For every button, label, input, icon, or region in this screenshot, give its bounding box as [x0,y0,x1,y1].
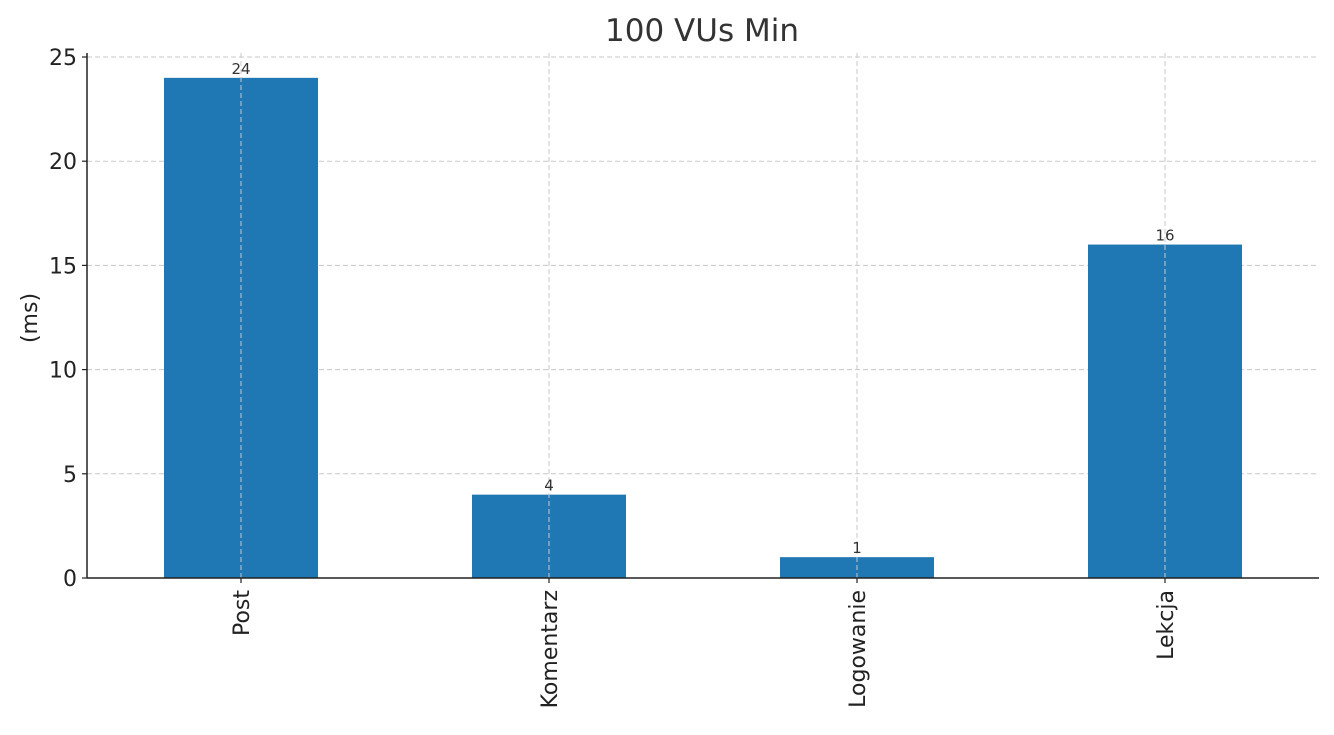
bar-value-label: 24 [231,60,250,78]
y-tick-label: 25 [49,46,77,71]
y-axis-label: (ms) [18,293,43,343]
x-tick-label: Logowanie [846,590,871,708]
bar [1088,244,1242,578]
bar-value-label: 1 [852,539,862,557]
y-tick-label: 5 [63,463,77,488]
x-tick-label: Komentarz [538,590,563,708]
bar-value-label: 4 [544,477,554,495]
y-tick-label: 20 [49,150,77,175]
bar-value-label: 16 [1155,227,1174,245]
y-tick-label: 10 [49,359,77,384]
ticks: 0 5 10 15 20 25 Post Komentarz Logowanie Lekcja [49,46,1179,708]
chart-title: 100 VUs Min [605,13,799,49]
x-tick-label: Post [230,590,255,636]
vertical-grid-lines [240,53,1166,578]
y-tick-label: 15 [49,254,77,279]
y-tick-label: 0 [63,567,77,592]
axes [86,53,1319,579]
bars [164,77,1242,578]
x-tick-label: Lekcja [1154,590,1179,660]
data-labels: 24 4 1 16 [231,60,1174,557]
